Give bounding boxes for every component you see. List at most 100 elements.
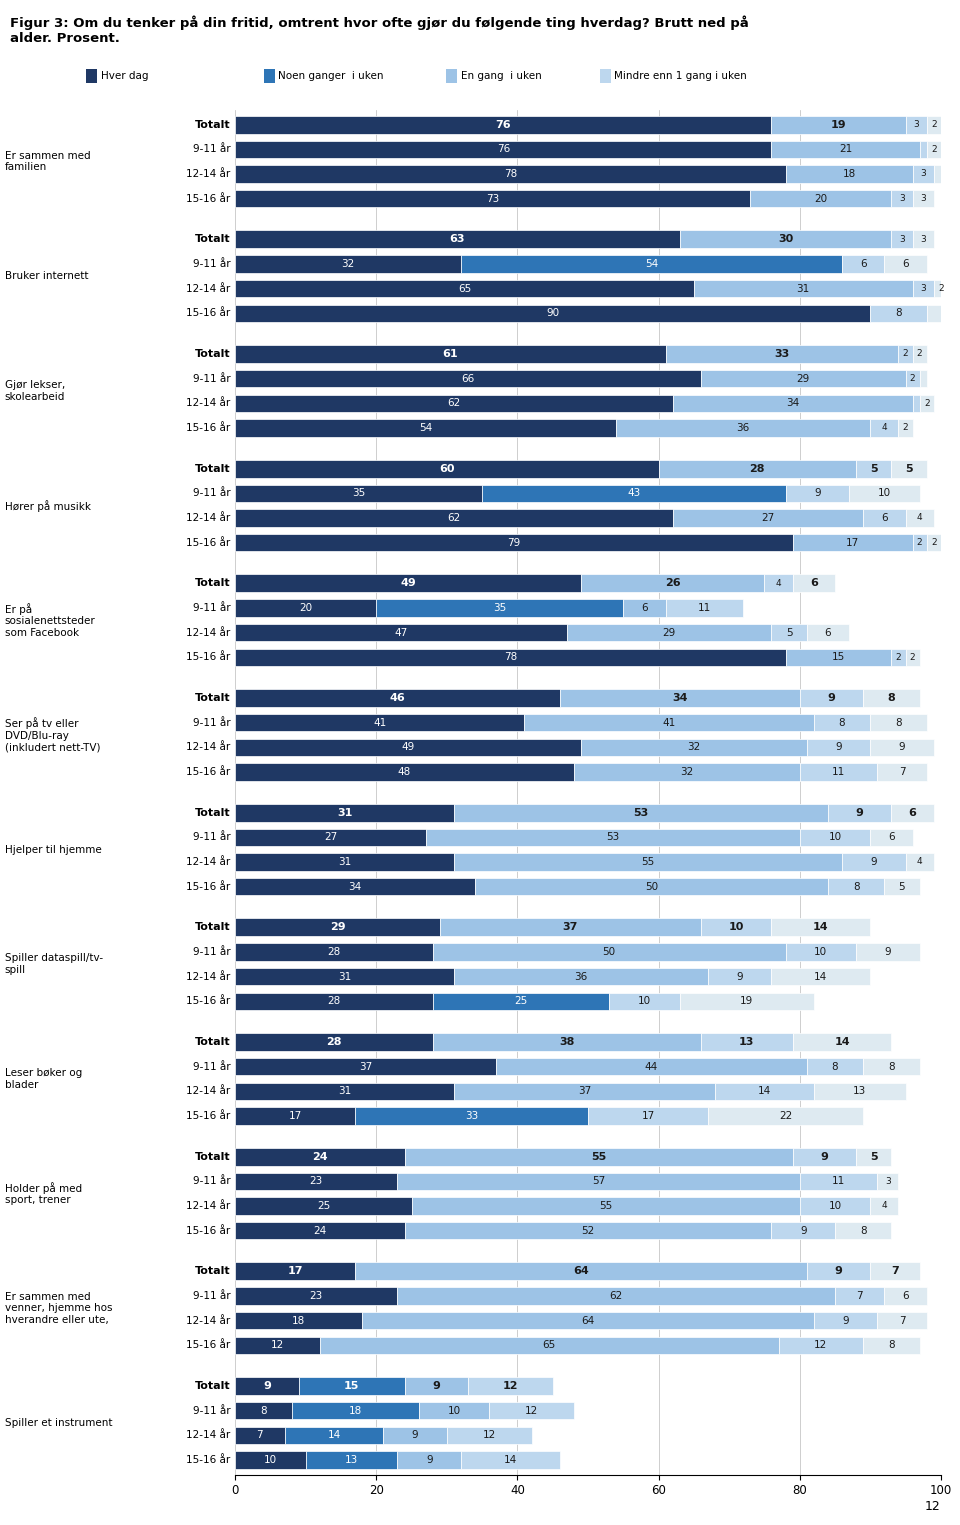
Text: 66: 66: [462, 374, 474, 384]
Text: 62: 62: [610, 1290, 623, 1301]
Text: 30: 30: [778, 235, 793, 244]
Bar: [433, 1032, 701, 1051]
Bar: [461, 255, 842, 273]
Bar: [800, 828, 870, 846]
Text: 10: 10: [447, 1406, 461, 1415]
Text: 37: 37: [359, 1061, 372, 1072]
Bar: [793, 1032, 892, 1051]
Bar: [235, 1401, 292, 1420]
Text: 57: 57: [592, 1176, 605, 1186]
Text: Holder på med
sport, trener: Holder på med sport, trener: [5, 1182, 82, 1205]
Text: 19: 19: [830, 119, 847, 130]
Bar: [235, 509, 673, 526]
Bar: [581, 575, 764, 592]
Bar: [468, 1377, 553, 1395]
Bar: [905, 854, 934, 871]
Bar: [235, 255, 461, 273]
Bar: [235, 1058, 496, 1075]
Text: 12-14 år: 12-14 år: [186, 1200, 230, 1211]
Text: En gang  i uken: En gang i uken: [461, 72, 541, 81]
Text: 15-16 år: 15-16 år: [186, 1455, 230, 1466]
Bar: [849, 485, 920, 502]
Text: 9: 9: [426, 1455, 433, 1466]
Text: 10: 10: [637, 996, 651, 1006]
Bar: [806, 1058, 863, 1075]
Text: Totalt: Totalt: [195, 349, 230, 358]
Bar: [913, 534, 926, 551]
Bar: [884, 878, 920, 895]
Bar: [235, 191, 751, 207]
Bar: [412, 1197, 800, 1214]
Bar: [842, 854, 905, 871]
Text: 18: 18: [292, 1316, 305, 1325]
Text: 26: 26: [665, 578, 681, 589]
Text: 17: 17: [289, 1110, 301, 1121]
Bar: [708, 1107, 863, 1124]
Bar: [926, 305, 960, 322]
Bar: [235, 714, 524, 730]
Text: 10: 10: [814, 947, 828, 956]
Text: Hjelper til hjemme: Hjelper til hjemme: [5, 845, 102, 854]
Text: 21: 21: [839, 145, 852, 154]
Bar: [404, 1222, 772, 1240]
Bar: [863, 1336, 920, 1354]
Bar: [454, 804, 828, 822]
Text: 47: 47: [395, 628, 408, 637]
Text: 9-11 år: 9-11 år: [193, 374, 230, 384]
Bar: [235, 624, 566, 640]
Bar: [828, 804, 892, 822]
Bar: [235, 1263, 355, 1281]
Bar: [764, 575, 793, 592]
Bar: [772, 968, 870, 985]
Text: 5: 5: [899, 881, 905, 892]
Text: 7: 7: [899, 1316, 905, 1325]
Bar: [235, 968, 454, 985]
Bar: [926, 140, 941, 159]
Bar: [680, 993, 814, 1010]
Bar: [863, 689, 920, 708]
Text: 29: 29: [329, 923, 346, 932]
Bar: [235, 575, 581, 592]
Text: 2: 2: [931, 120, 937, 130]
Text: 28: 28: [327, 996, 341, 1006]
Bar: [235, 1287, 397, 1304]
Text: Noen ganger  i uken: Noen ganger i uken: [278, 72, 384, 81]
Text: 53: 53: [606, 833, 619, 842]
Text: 6: 6: [641, 602, 648, 613]
Text: 60: 60: [439, 464, 455, 474]
Bar: [383, 1426, 446, 1444]
Bar: [926, 534, 941, 551]
Bar: [454, 968, 708, 985]
Text: 36: 36: [574, 971, 588, 982]
Bar: [623, 599, 665, 616]
Text: 9-11 år: 9-11 år: [193, 718, 230, 727]
Bar: [884, 255, 926, 273]
Text: 11: 11: [959, 308, 960, 319]
Bar: [892, 459, 926, 477]
Bar: [701, 1032, 793, 1051]
Text: 9: 9: [412, 1430, 419, 1440]
Bar: [235, 116, 772, 134]
Text: 20: 20: [814, 194, 828, 203]
Bar: [793, 1147, 856, 1165]
Text: 34: 34: [348, 881, 362, 892]
Bar: [899, 345, 913, 363]
Bar: [454, 854, 842, 871]
Bar: [235, 1107, 355, 1124]
Bar: [235, 804, 454, 822]
Text: 79: 79: [507, 538, 520, 547]
Bar: [425, 828, 800, 846]
Bar: [235, 1083, 454, 1100]
Text: 14: 14: [813, 923, 828, 932]
Text: 44: 44: [645, 1061, 659, 1072]
Bar: [235, 944, 433, 961]
Bar: [800, 1197, 870, 1214]
Text: Totalt: Totalt: [195, 235, 230, 244]
Text: 73: 73: [486, 194, 499, 203]
Bar: [856, 944, 920, 961]
Bar: [235, 993, 433, 1010]
Bar: [574, 764, 800, 781]
Text: Bruker internett: Bruker internett: [5, 271, 88, 281]
Text: 15-16 år: 15-16 år: [186, 653, 230, 662]
Bar: [404, 1377, 468, 1395]
